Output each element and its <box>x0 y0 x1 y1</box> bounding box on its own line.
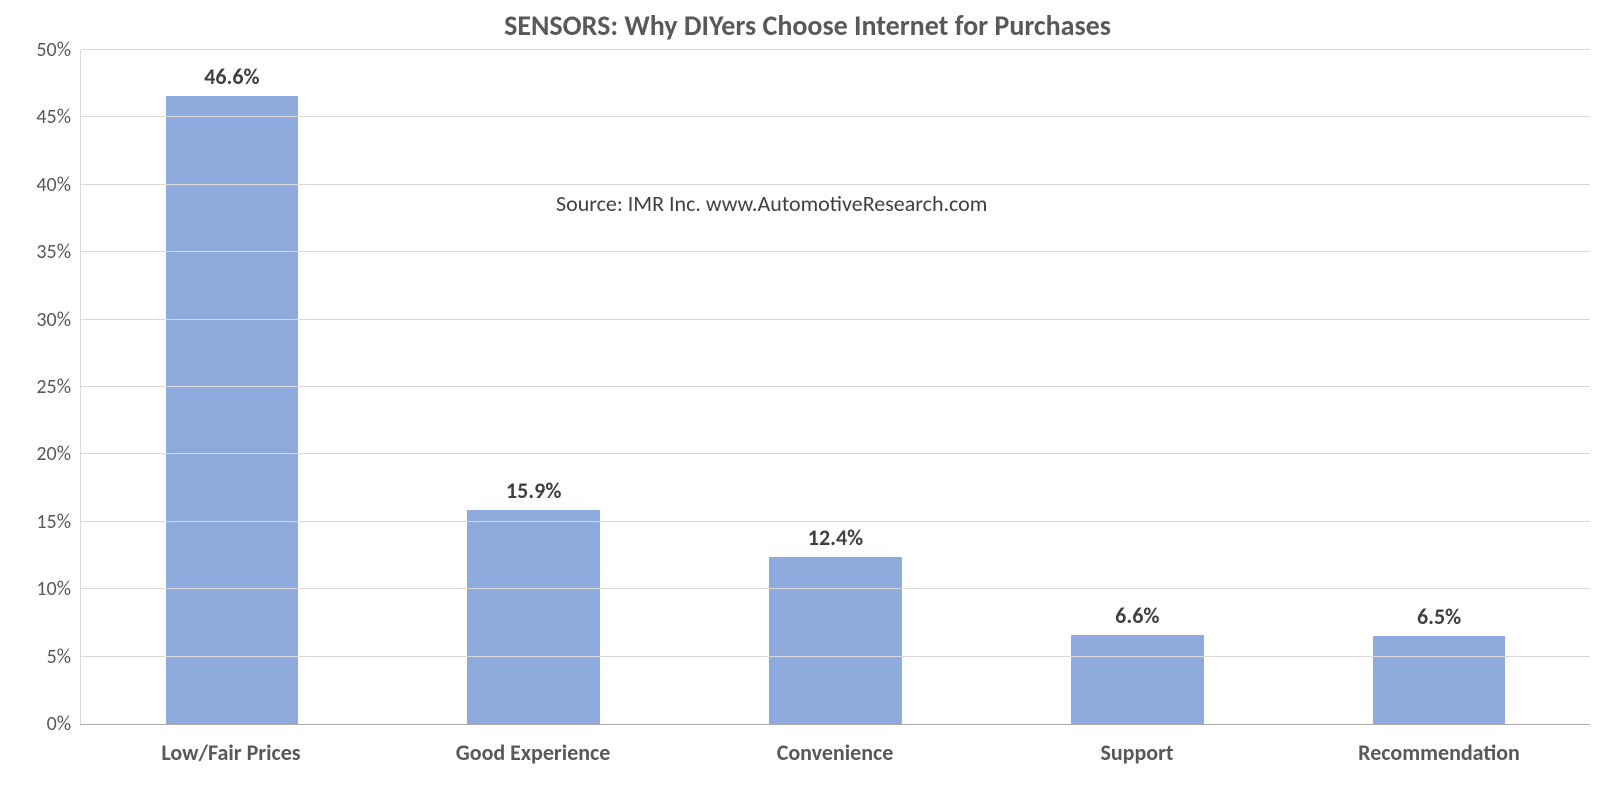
y-tick-label: 35% <box>36 240 81 264</box>
gridline <box>81 656 1590 657</box>
x-axis-labels: Low/Fair PricesGood ExperienceConvenienc… <box>80 725 1590 785</box>
y-tick-label: 20% <box>36 442 81 466</box>
bar-value-label: 6.5% <box>1417 603 1461 636</box>
y-tick-label: 30% <box>36 308 81 332</box>
bar-slot: 6.5% <box>1288 50 1590 724</box>
bar: 46.6% <box>166 96 299 724</box>
x-axis-label: Good Experience <box>382 725 684 785</box>
x-axis-label: Convenience <box>684 725 986 785</box>
bar-value-label: 12.4% <box>808 524 863 557</box>
x-axis-label: Recommendation <box>1288 725 1590 785</box>
chart-title: SENSORS: Why DIYers Choose Internet for … <box>0 8 1615 43</box>
gridline <box>81 588 1590 589</box>
gridline <box>81 116 1590 117</box>
gridline <box>81 521 1590 522</box>
y-tick-label: 10% <box>36 577 81 601</box>
bar: 12.4% <box>769 557 902 724</box>
bars-group: 46.6% 15.9% 12.4% 6.6% 6.5% <box>81 50 1590 724</box>
x-axis-label: Low/Fair Prices <box>80 725 382 785</box>
bar-value-label: 6.6% <box>1115 602 1159 635</box>
y-tick-label: 15% <box>36 510 81 534</box>
y-tick-label: 50% <box>36 38 81 62</box>
bar-slot: 46.6% <box>81 50 383 724</box>
gridline <box>81 319 1590 320</box>
y-tick-label: 45% <box>36 105 81 129</box>
bar: 15.9% <box>467 510 600 724</box>
bar-value-label: 15.9% <box>506 477 561 510</box>
bar-value-label: 46.6% <box>204 63 259 96</box>
bar-slot: 6.6% <box>986 50 1288 724</box>
bar: 6.5% <box>1373 636 1506 724</box>
y-tick-label: 25% <box>36 375 81 399</box>
x-axis-label: Support <box>986 725 1288 785</box>
bar-slot: 15.9% <box>383 50 685 724</box>
source-attribution: Source: IMR Inc. www.AutomotiveResearch.… <box>556 190 987 217</box>
bar-slot: 12.4% <box>685 50 987 724</box>
chart-container: SENSORS: Why DIYers Choose Internet for … <box>0 0 1615 785</box>
gridline <box>81 453 1590 454</box>
y-tick-label: 5% <box>47 645 81 669</box>
gridline <box>81 251 1590 252</box>
y-tick-label: 40% <box>36 173 81 197</box>
gridline <box>81 386 1590 387</box>
gridline <box>81 49 1590 50</box>
plot-area: 46.6%15.9%12.4%6.6%6.5% 0%5%10%15%20%25%… <box>80 50 1590 725</box>
y-tick-label: 0% <box>47 712 81 736</box>
gridline <box>81 184 1590 185</box>
bar: 6.6% <box>1071 635 1204 724</box>
